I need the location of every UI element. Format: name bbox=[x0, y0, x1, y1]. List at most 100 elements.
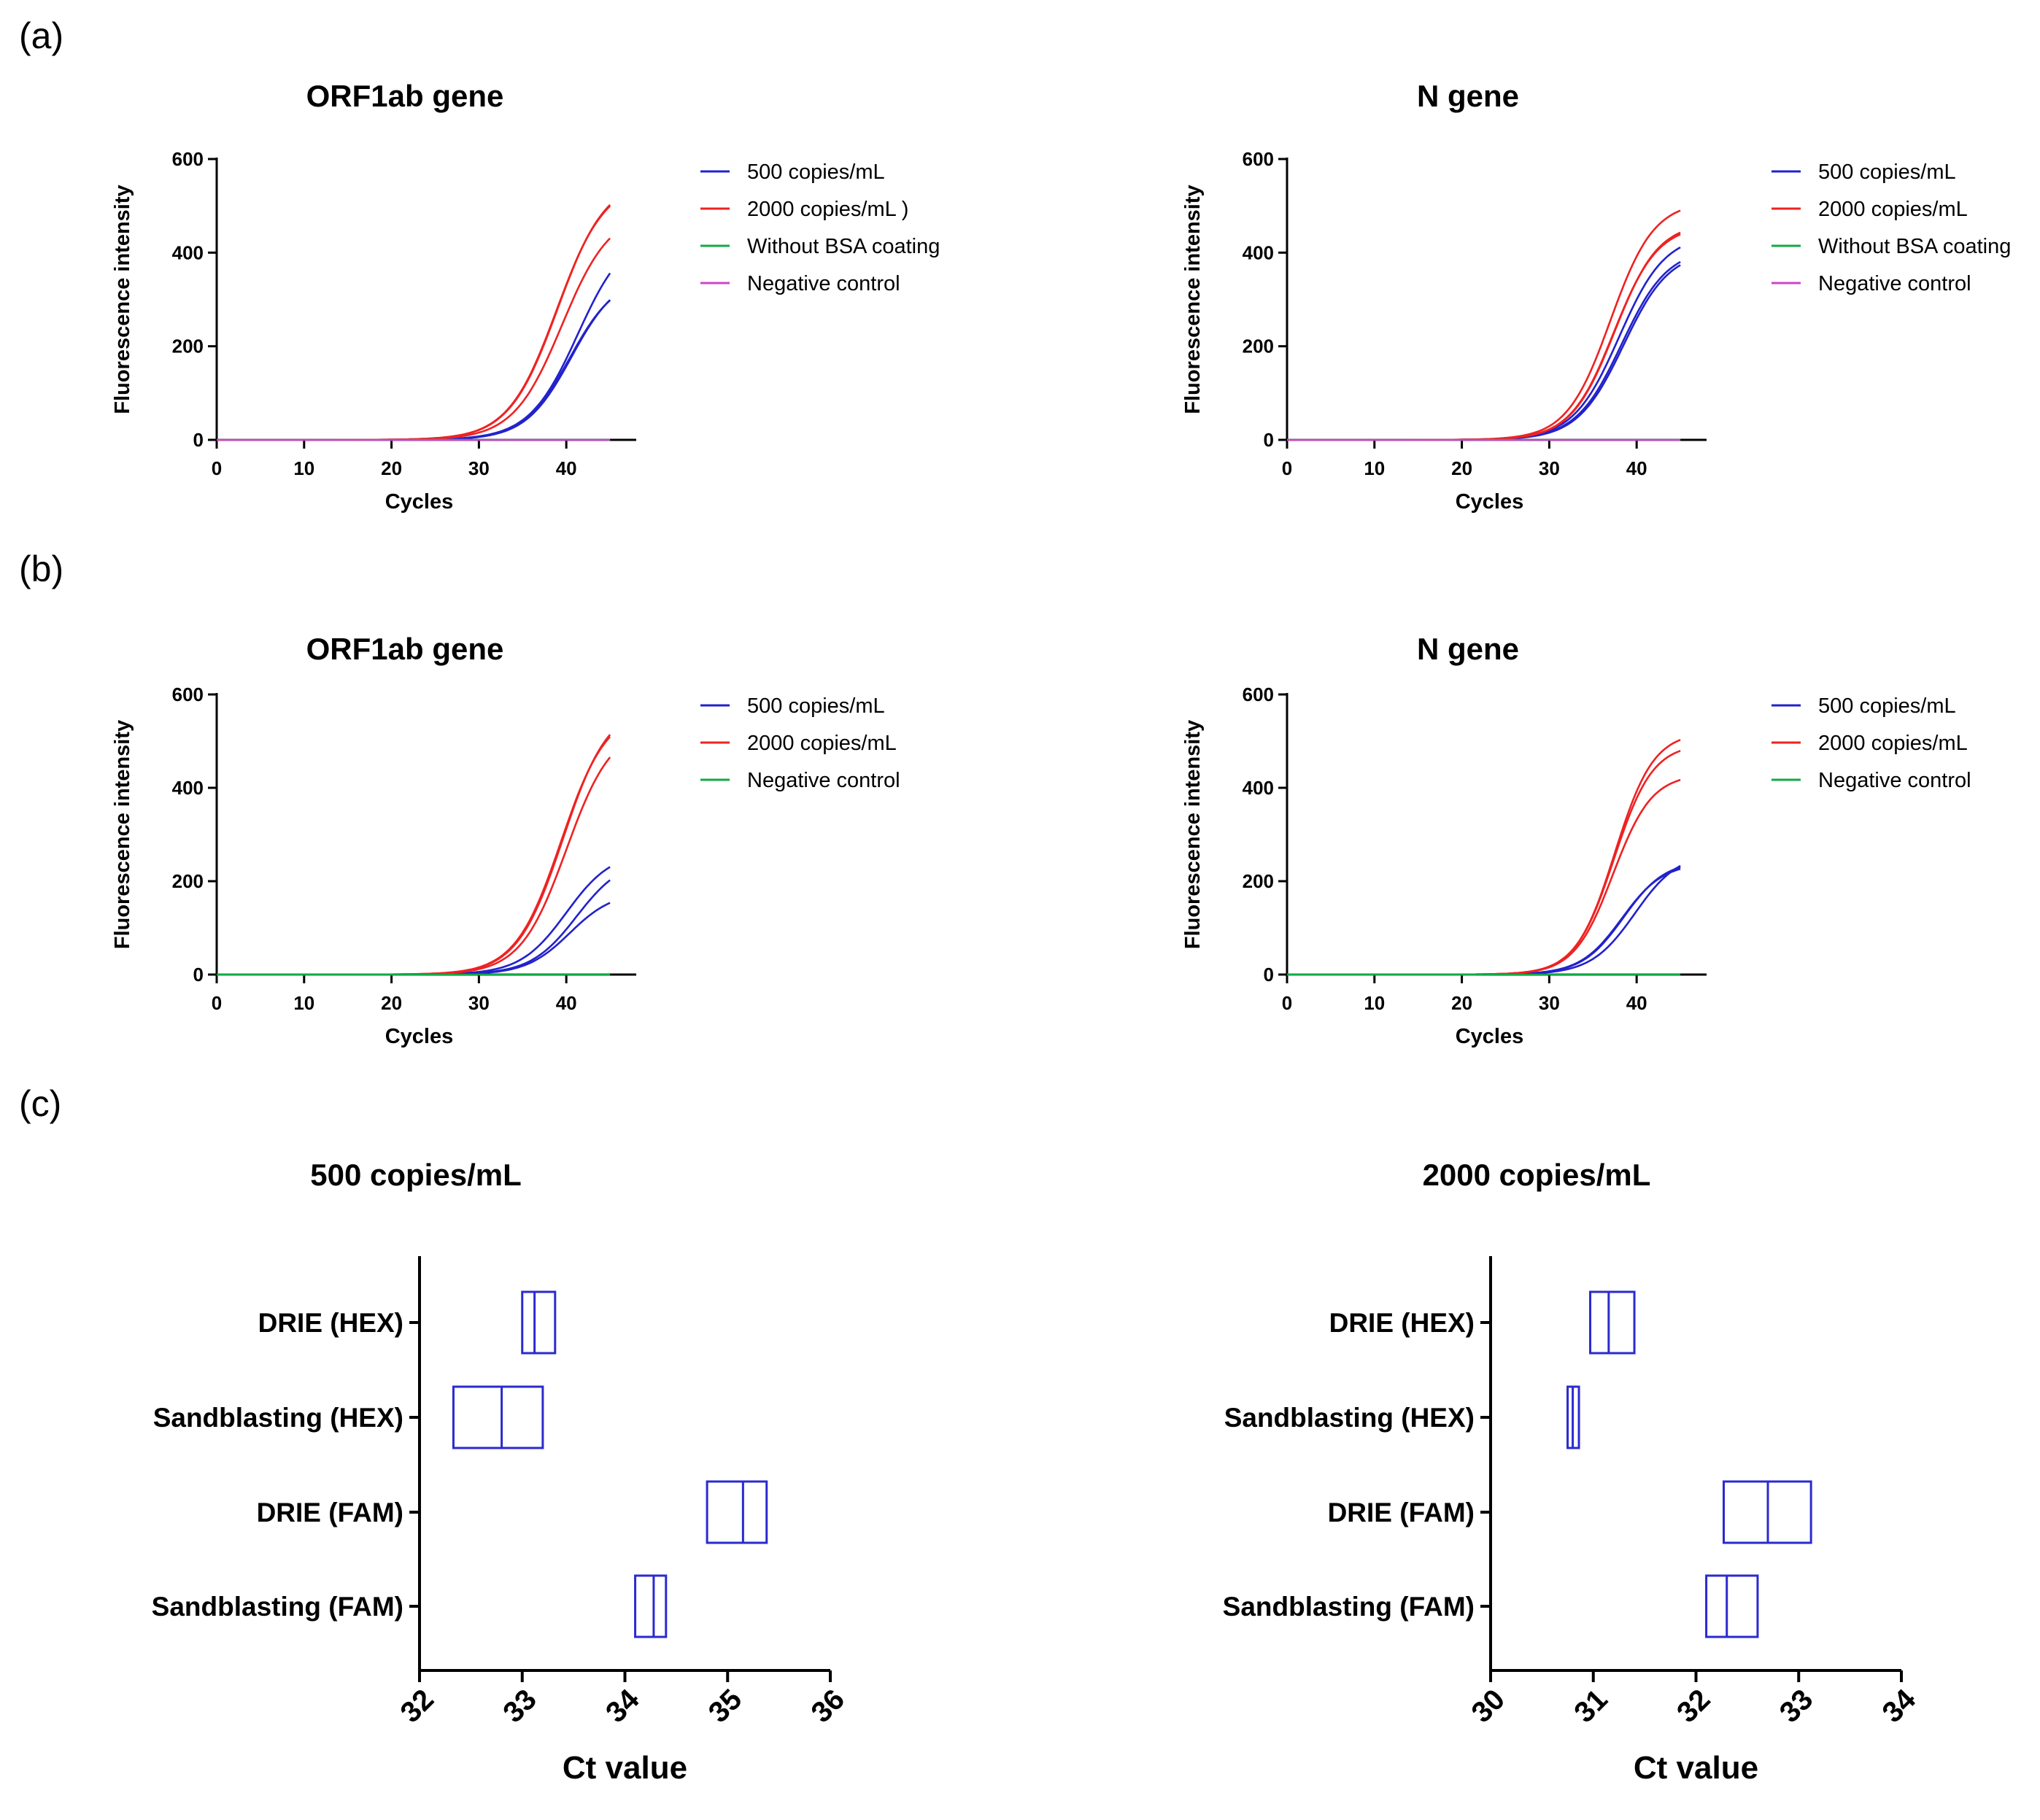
x-tick-label: 10 bbox=[1364, 457, 1385, 479]
x-tick-label: 34 bbox=[600, 1683, 646, 1729]
legend-entry: 500 copies/mL bbox=[1818, 694, 1956, 718]
series-curve-0-2 bbox=[217, 272, 611, 441]
x-tick-label: 30 bbox=[1466, 1684, 1512, 1730]
category-label: DRIE (FAM) bbox=[257, 1498, 403, 1527]
y-tick-label: 200 bbox=[1243, 870, 1274, 892]
y-tick-label: 400 bbox=[1243, 777, 1274, 799]
category-label: Sandblasting (FAM) bbox=[1223, 1592, 1475, 1622]
x-tick-label: 40 bbox=[556, 457, 577, 479]
series-curve-1-1 bbox=[217, 205, 611, 441]
series-curve-1-1 bbox=[1287, 233, 1681, 441]
x-axis-title: Cycles bbox=[1456, 1025, 1524, 1048]
y-tick-label: 400 bbox=[1243, 241, 1274, 263]
category-label: DRIE (HEX) bbox=[258, 1308, 403, 1338]
series-curve-0-0 bbox=[217, 299, 611, 441]
chart-c1: 500 copies/mL DRIE (HEX) Sandblasting (HEX… bbox=[152, 1158, 851, 1786]
series-curve-1-0 bbox=[217, 204, 611, 441]
y-tick-label: 0 bbox=[1264, 964, 1274, 985]
category-label: Sandblasting (HEX) bbox=[153, 1403, 403, 1433]
x-tick-label: 20 bbox=[1451, 457, 1472, 479]
legend-entry: Negative control bbox=[747, 272, 900, 295]
legend-entry: Without BSA coating bbox=[1818, 235, 2011, 258]
chart-title: ORF1ab gene bbox=[306, 632, 504, 666]
series-curve-0-1 bbox=[1287, 866, 1681, 976]
x-tick-label: 40 bbox=[556, 992, 577, 1014]
x-tick-label: 30 bbox=[468, 457, 490, 479]
x-tick-label: 10 bbox=[293, 457, 314, 479]
y-tick-label: 200 bbox=[172, 336, 204, 357]
panel-label-b: (b) bbox=[19, 549, 63, 589]
x-axis-title: Cycles bbox=[385, 1025, 454, 1048]
box bbox=[1589, 1290, 1636, 1355]
box bbox=[634, 1574, 668, 1638]
x-axis-title: Ct value bbox=[1634, 1750, 1758, 1786]
x-tick-label: 35 bbox=[703, 1684, 749, 1730]
y-axis-title: Fluorescence intensity bbox=[1181, 720, 1205, 949]
x-tick-label: 10 bbox=[293, 992, 314, 1014]
x-tick-label: 0 bbox=[1282, 457, 1292, 479]
category-label: DRIE (FAM) bbox=[1328, 1498, 1475, 1527]
x-tick-label: 32 bbox=[395, 1684, 441, 1730]
x-tick-label: 30 bbox=[1539, 457, 1560, 479]
x-tick-label: 31 bbox=[1568, 1684, 1614, 1730]
chart-b1: ORF1ab gene 0 200 400 600 0 10 20 30 40 Cycles Fluo… bbox=[111, 632, 900, 1048]
series-curve-0-1 bbox=[217, 879, 611, 976]
x-axis-title: Cycles bbox=[385, 490, 454, 514]
y-axis-title: Fluorescence intensity bbox=[111, 185, 134, 414]
y-tick-label: 600 bbox=[172, 148, 204, 170]
category-label: Sandblasting (FAM) bbox=[152, 1592, 403, 1622]
chart-title: N gene bbox=[1417, 632, 1519, 666]
x-tick-label: 30 bbox=[468, 992, 490, 1014]
x-tick-label: 40 bbox=[1626, 992, 1647, 1014]
chart-b2: N gene 0 200 400 600 0 10 20 30 40 Cycles Fluoresce… bbox=[1181, 632, 1971, 1048]
chart-title: ORF1ab gene bbox=[306, 79, 504, 113]
y-tick-label: 0 bbox=[193, 429, 204, 451]
legend-entry: 2000 copies/mL ) bbox=[747, 198, 908, 221]
series-curve-1-0 bbox=[217, 734, 611, 976]
chart-a2: N gene 0 200 400 600 0 10 20 30 40 Cycles Fluoresce… bbox=[1181, 79, 2011, 514]
category-label: Sandblasting (HEX) bbox=[1224, 1403, 1475, 1433]
x-tick-label: 10 bbox=[1364, 992, 1385, 1014]
legend-entry: 500 copies/mL bbox=[1818, 160, 1956, 184]
x-axis-title: Ct value bbox=[563, 1750, 687, 1786]
series-curve-1-1 bbox=[217, 736, 611, 976]
series-curve-1-1 bbox=[1287, 749, 1681, 976]
x-tick-label: 34 bbox=[1877, 1683, 1923, 1729]
x-tick-label: 20 bbox=[381, 457, 402, 479]
x-tick-label: 30 bbox=[1539, 992, 1560, 1014]
x-tick-label: 33 bbox=[1774, 1684, 1820, 1730]
series-curve-1-2 bbox=[217, 756, 611, 976]
x-tick-label: 33 bbox=[497, 1684, 543, 1730]
legend-entry: 2000 copies/mL bbox=[1818, 198, 1968, 221]
x-tick-label: 20 bbox=[1451, 992, 1472, 1014]
chart-title: 2000 copies/mL bbox=[1423, 1158, 1651, 1192]
y-tick-label: 400 bbox=[172, 241, 204, 263]
chart-title: N gene bbox=[1417, 79, 1519, 113]
legend-entry: Without BSA coating bbox=[747, 235, 940, 258]
x-tick-label: 40 bbox=[1626, 457, 1647, 479]
x-tick-label: 32 bbox=[1671, 1684, 1717, 1730]
chart-a1: ORF1ab gene 0 200 400 600 0 10 20 30 40 Cycles Fluo… bbox=[111, 79, 940, 514]
x-tick-label: 0 bbox=[212, 457, 222, 479]
series-curve-0-0 bbox=[217, 866, 611, 976]
y-tick-label: 400 bbox=[172, 777, 204, 799]
box bbox=[452, 1385, 544, 1449]
legend-entry: 500 copies/mL bbox=[747, 160, 885, 184]
x-tick-label: 20 bbox=[381, 992, 402, 1014]
legend-entry: 2000 copies/mL bbox=[747, 732, 897, 755]
series-curve-1-2 bbox=[1287, 778, 1681, 976]
chart-title: 500 copies/mL bbox=[310, 1158, 521, 1192]
y-tick-label: 200 bbox=[1243, 336, 1274, 357]
x-tick-label: 0 bbox=[1282, 992, 1292, 1014]
box bbox=[521, 1290, 557, 1355]
y-tick-label: 0 bbox=[193, 964, 204, 985]
series-curve-1-2 bbox=[1287, 231, 1681, 441]
legend-entry: Negative control bbox=[1818, 272, 1971, 295]
y-tick-label: 600 bbox=[172, 684, 204, 705]
panel-label-a: (a) bbox=[19, 15, 63, 56]
y-tick-label: 600 bbox=[1243, 684, 1274, 705]
y-tick-label: 600 bbox=[1243, 148, 1274, 170]
legend-entry: 500 copies/mL bbox=[747, 694, 885, 718]
